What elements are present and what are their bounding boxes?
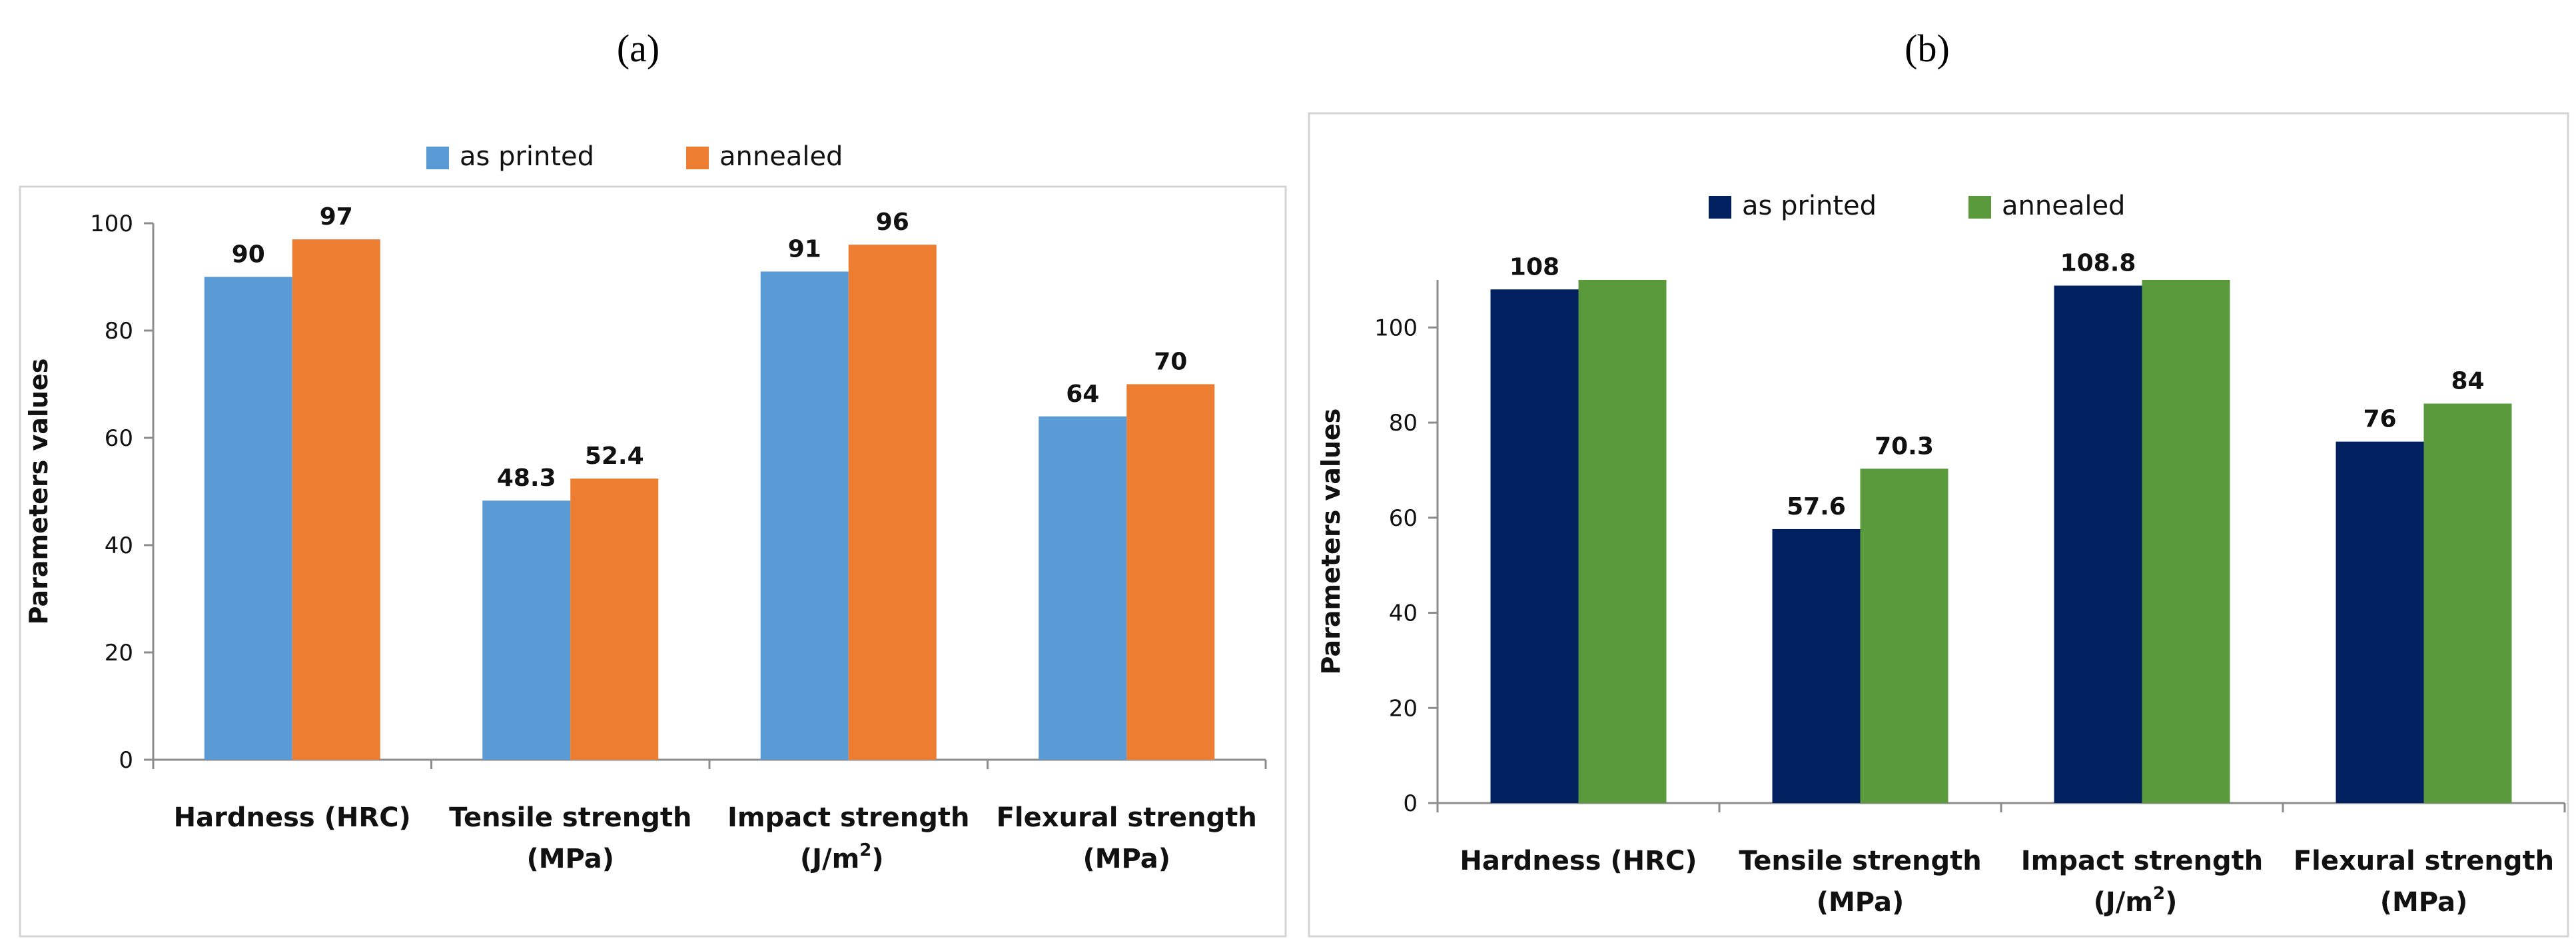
- x-category-label-b: Tensile strength (MPa): [1739, 846, 1981, 918]
- legend-label-b: annealed: [2002, 191, 2125, 221]
- y-axis-title-a: Parameters values: [24, 359, 53, 625]
- data-label-a: 90: [232, 241, 265, 269]
- y-axis-title-b: Parameters values: [1316, 409, 1346, 675]
- bar-a-as-printed: [760, 271, 849, 760]
- y-tick-label-b: 40: [1389, 600, 1418, 627]
- x-category-label-a: Hardness (HRC): [174, 802, 411, 833]
- data-label-a: 52.4: [585, 443, 644, 470]
- bar-b-annealed: [1860, 469, 1948, 803]
- y-tick-label-b: 0: [1403, 790, 1418, 817]
- y-tick-label-a: 80: [105, 318, 133, 345]
- x-category-label-b: Hardness (HRC): [1460, 846, 1697, 876]
- data-label-a: 48.3: [497, 465, 556, 492]
- bar-b-as-printed: [2336, 441, 2424, 803]
- y-tick-label-a: 20: [105, 640, 133, 666]
- legend-swatch-b: [1968, 196, 1991, 219]
- legend-label-b: as printed: [1742, 191, 1877, 221]
- y-tick-label-a: 0: [119, 747, 133, 774]
- y-tick-label-a: 100: [90, 211, 133, 237]
- x-category-label-a: Impact strength (J/m2): [727, 802, 969, 874]
- bar-b-annealed: [2142, 280, 2230, 803]
- data-label-a: 91: [788, 235, 821, 263]
- bar-a-annealed: [570, 478, 659, 760]
- y-tick-label-b: 60: [1389, 505, 1418, 532]
- x-category-label-a: Flexural strength (MPa): [997, 802, 1257, 874]
- x-category-label-b: Impact strength (J/m2): [2021, 846, 2263, 918]
- data-label-b: 70.3: [1875, 433, 1934, 460]
- y-tick-label-a: 60: [105, 425, 133, 452]
- data-label-a: 97: [320, 203, 353, 231]
- x-category-label-b: Flexural strength (MPa): [2294, 846, 2554, 918]
- y-tick-label-b: 20: [1389, 695, 1418, 722]
- x-category-label-a: Tensile strength (MPa): [449, 802, 691, 874]
- panel-label-b: (b): [1905, 27, 1950, 70]
- bar-a-as-printed: [1039, 416, 1127, 760]
- panel-label-a: (a): [617, 27, 659, 70]
- chart-frame-a: [19, 185, 1287, 938]
- bar-a-as-printed: [482, 500, 571, 760]
- y-tick-label-b: 80: [1389, 410, 1418, 437]
- data-label-a: 70: [1154, 349, 1187, 376]
- data-label-a: 96: [876, 209, 909, 236]
- data-label-b: 76: [2363, 406, 2396, 433]
- bar-a-annealed: [292, 239, 380, 760]
- y-tick-label-a: 40: [105, 532, 133, 559]
- bar-b-as-printed: [2054, 285, 2142, 804]
- bar-a-annealed: [848, 245, 937, 760]
- y-tick-label-b: 100: [1374, 315, 1418, 341]
- data-label-a: 64: [1066, 381, 1099, 408]
- legend-label-a: as printed: [460, 141, 594, 172]
- data-label-b: 108: [1509, 253, 1559, 281]
- chart-panel-a: (a) 0 20 40 60 80 100 Parameters values 90 97 Hard…: [19, 27, 1287, 938]
- data-label-b: 57.6: [1787, 493, 1846, 520]
- bar-b-annealed: [1578, 280, 1667, 803]
- chart-panel-b: (b) 0 20 40 60 80 100 Parameters values 108 Hardn…: [1308, 27, 2569, 938]
- legend-label-a: annealed: [719, 141, 843, 172]
- legend-swatch-b: [1709, 196, 1731, 219]
- legend-swatch-a: [426, 147, 449, 169]
- legend-swatch-a: [686, 147, 709, 169]
- bar-b-as-printed: [1490, 289, 1579, 804]
- bar-b-as-printed: [1772, 528, 1861, 803]
- data-label-b: 108.8: [2060, 250, 2136, 277]
- data-label-b: 84: [2451, 368, 2484, 395]
- chart-frame-b: [1308, 112, 2569, 938]
- bar-a-annealed: [1126, 384, 1215, 760]
- bar-b-annealed: [2423, 403, 2512, 803]
- bar-a-as-printed: [204, 277, 292, 760]
